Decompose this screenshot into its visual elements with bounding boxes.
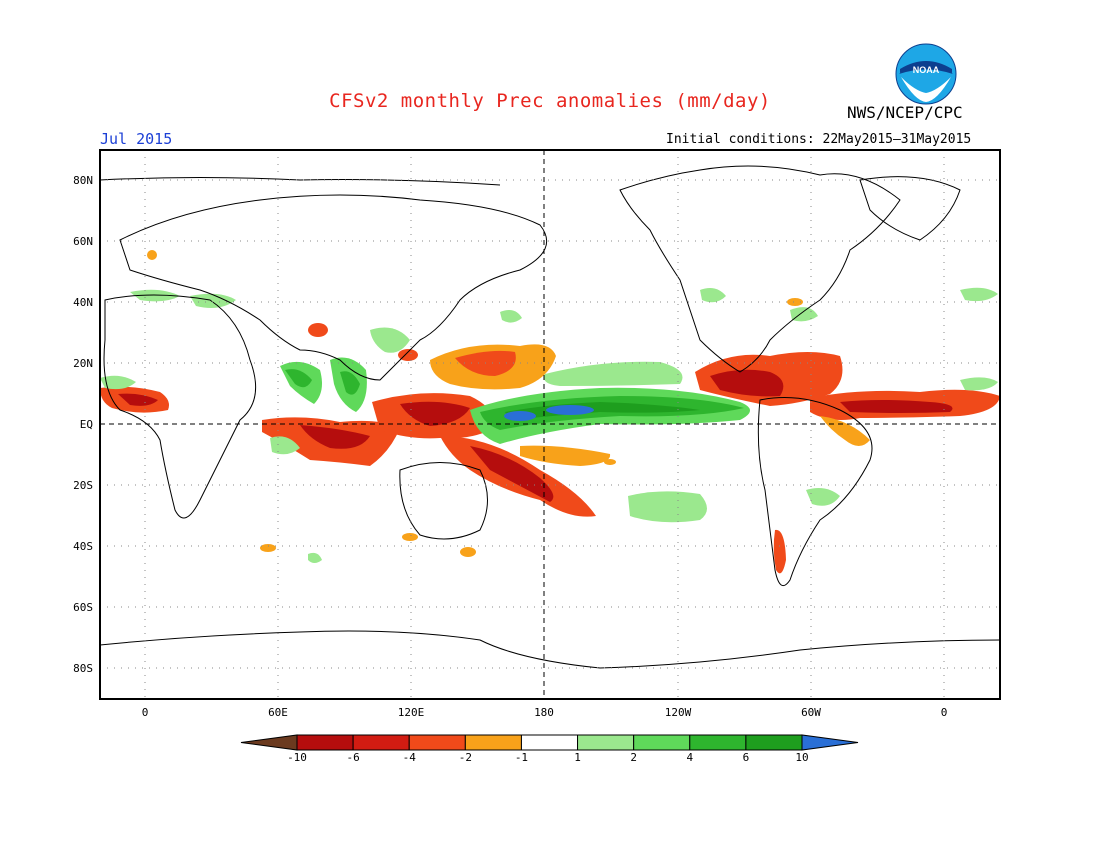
- lon-label: 180: [534, 706, 554, 719]
- north-america-outline: [619, 165, 901, 373]
- lon-labels: 0 60E 120E 180 120W 60W 0: [142, 706, 948, 719]
- eurasia-outline: [119, 194, 548, 381]
- lat-label: 80S: [73, 662, 93, 675]
- colorbar-swatch: [689, 734, 747, 751]
- colorbar-label: -1: [514, 751, 529, 764]
- antarctica-outline: [99, 630, 1001, 669]
- greenland-outline: [859, 176, 961, 241]
- colorbar-swatch: [352, 734, 410, 751]
- colorbar-swatch: [296, 734, 354, 751]
- africa-outline: [103, 294, 257, 519]
- colorbar-label: 4: [686, 751, 694, 764]
- dry-anomaly-chile: [773, 529, 786, 574]
- map-title: CFSv2 monthly Prec anomalies (mm/day): [329, 90, 771, 112]
- wet-extreme-pacific-2: [546, 405, 594, 415]
- colorbar: [240, 734, 859, 751]
- lat-label: EQ: [80, 418, 93, 431]
- lat-label: 60S: [73, 601, 93, 614]
- colorbar-label: -4: [402, 751, 416, 764]
- lat-label: 40N: [73, 296, 93, 309]
- lon-label: 60E: [268, 706, 288, 719]
- agency-label: NWS/NCEP/CPC: [847, 103, 963, 122]
- colorbar-swatch: [464, 734, 522, 751]
- colorbar-arrow-high: [801, 734, 859, 751]
- initial-conditions: Initial conditions: 22May2015–31May2015: [666, 132, 972, 147]
- colorbar-label: 6: [742, 751, 750, 764]
- coastlines: [99, 165, 1001, 669]
- noaa-logo: NOAA: [895, 43, 957, 105]
- colorbar-label: -6: [346, 751, 360, 764]
- lat-labels: 80N 60N 40N 20N EQ 20S 40S 60S 80S: [73, 174, 93, 675]
- south-america-outline: [757, 397, 873, 587]
- logo-text: NOAA: [913, 65, 940, 75]
- plot-frame: [99, 149, 1001, 700]
- lat-label: 40S: [73, 540, 93, 553]
- lon-label: 0: [941, 706, 948, 719]
- lat-label: 20N: [73, 357, 93, 370]
- lon-label: 120W: [665, 706, 692, 719]
- colorbar-swatch: [408, 734, 466, 751]
- colorbar-arrow-low: [240, 734, 298, 751]
- colorbar-swatch: [745, 734, 803, 751]
- lon-label: 60W: [801, 706, 821, 719]
- australia-outline: [399, 462, 488, 540]
- colorbar-swatch: [520, 734, 579, 751]
- colorbar-label: 1: [574, 751, 581, 764]
- colorbar-swatch: [633, 734, 691, 751]
- wet-extreme-pacific-1: [504, 411, 536, 421]
- colorbar-swatch: [577, 734, 635, 751]
- grid: [100, 150, 1000, 699]
- colorbar-label: -2: [458, 751, 472, 764]
- colorbar-label: 2: [630, 751, 637, 764]
- valid-month: Jul 2015: [100, 130, 173, 148]
- lon-label: 0: [142, 706, 149, 719]
- lat-label: 60N: [73, 235, 93, 248]
- lat-label: 80N: [73, 174, 93, 187]
- wet-anomaly-south-pacific: [628, 491, 707, 523]
- lon-label: 120E: [398, 706, 425, 719]
- colorbar-label: 10: [795, 751, 809, 764]
- colorbar-label: -10: [287, 751, 307, 764]
- anomaly-shading: [100, 250, 1000, 574]
- lat-label: 20S: [73, 479, 93, 492]
